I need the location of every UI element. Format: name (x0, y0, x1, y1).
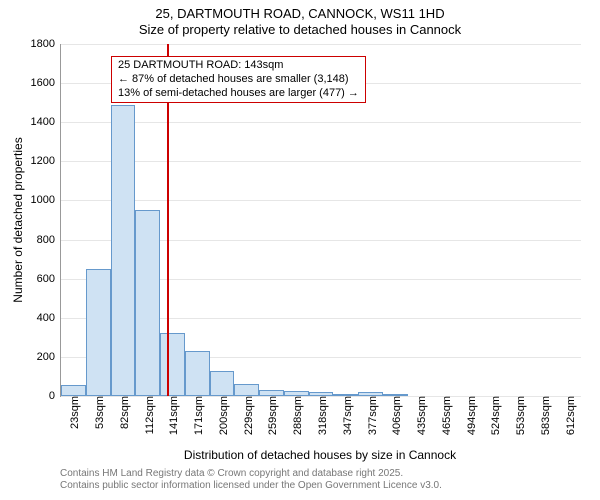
footer-attribution: Contains HM Land Registry data © Crown c… (60, 468, 442, 492)
y-tick-label: 1000 (31, 194, 61, 206)
annotation-line-2: ← 87% of detached houses are smaller (3,… (118, 73, 359, 87)
y-tick-label: 1600 (31, 77, 61, 89)
x-tick-label: 377sqm (363, 396, 379, 435)
x-tick-label: 553sqm (511, 396, 527, 435)
y-tick-label: 800 (37, 234, 61, 246)
x-tick-label: 435sqm (412, 396, 428, 435)
chart-container: 25, DARTMOUTH ROAD, CANNOCK, WS11 1HD Si… (0, 0, 600, 500)
title-line-1: 25, DARTMOUTH ROAD, CANNOCK, WS11 1HD (0, 6, 600, 22)
histogram-bar (61, 385, 86, 396)
y-tick-label: 1200 (31, 155, 61, 167)
x-axis-label: Distribution of detached houses by size … (184, 448, 456, 462)
plot-area: 02004006008001000120014001600180023sqm53… (60, 44, 581, 397)
gridline (61, 44, 581, 45)
x-tick-label: 612sqm (561, 396, 577, 435)
x-tick-label: 229sqm (239, 396, 255, 435)
y-tick-label: 400 (37, 312, 61, 324)
x-tick-label: 494sqm (462, 396, 478, 435)
histogram-bar (210, 371, 235, 396)
title-block: 25, DARTMOUTH ROAD, CANNOCK, WS11 1HD Si… (0, 0, 600, 37)
x-tick-label: 465sqm (437, 396, 453, 435)
y-tick-label: 1400 (31, 116, 61, 128)
x-tick-label: 583sqm (536, 396, 552, 435)
x-tick-label: 23sqm (65, 396, 81, 429)
x-tick-label: 171sqm (189, 396, 205, 435)
x-tick-label: 112sqm (140, 396, 156, 434)
x-tick-label: 200sqm (214, 396, 230, 435)
histogram-bar (160, 333, 185, 396)
title-line-2: Size of property relative to detached ho… (0, 22, 600, 38)
y-tick-label: 1800 (31, 38, 61, 50)
y-axis-label: Number of detached properties (11, 137, 25, 302)
y-tick-label: 200 (37, 351, 61, 363)
x-tick-label: 53sqm (90, 396, 106, 429)
annotation-line-3: 13% of semi-detached houses are larger (… (118, 87, 359, 101)
x-tick-label: 82sqm (115, 396, 131, 429)
gridline (61, 122, 581, 123)
footer-line-2: Contains public sector information licen… (60, 480, 442, 492)
x-tick-label: 318sqm (313, 396, 329, 435)
x-tick-label: 141sqm (164, 396, 180, 435)
x-tick-label: 259sqm (263, 396, 279, 435)
y-tick-label: 0 (49, 390, 61, 402)
x-tick-label: 406sqm (387, 396, 403, 435)
annotation-box: 25 DARTMOUTH ROAD: 143sqm← 87% of detach… (111, 56, 366, 103)
histogram-bar (185, 351, 210, 396)
annotation-line-1: 25 DARTMOUTH ROAD: 143sqm (118, 59, 359, 73)
histogram-bar (111, 105, 136, 396)
y-tick-label: 600 (37, 273, 61, 285)
x-tick-label: 288sqm (288, 396, 304, 435)
histogram-bar (234, 384, 259, 396)
gridline (61, 161, 581, 162)
x-tick-label: 524sqm (486, 396, 502, 435)
footer-line-1: Contains HM Land Registry data © Crown c… (60, 468, 442, 480)
histogram-bar (135, 210, 160, 396)
gridline (61, 200, 581, 201)
x-tick-label: 347sqm (338, 396, 354, 435)
histogram-bar (86, 269, 111, 396)
